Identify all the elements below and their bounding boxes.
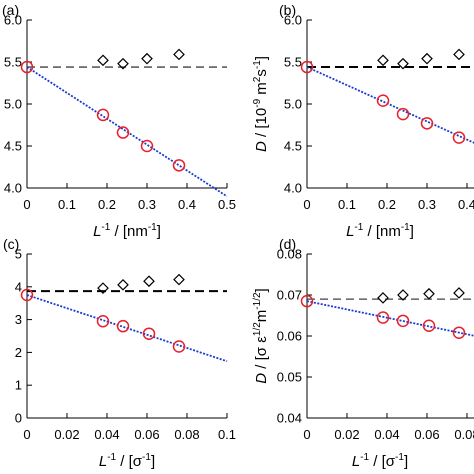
- y-tick-label: 0.04: [277, 411, 302, 426]
- diamond-point: [117, 57, 129, 70]
- circle-point: [422, 319, 436, 332]
- x-tick-label: 0.1: [338, 197, 356, 212]
- panel-label: (a): [2, 2, 19, 18]
- panel-a: 4.0 4.5 5.0 5.5 6.0 0 0.1 0.2 0.3 0.4 0.5 (a) L-1 / …: [2, 2, 236, 240]
- y-tick-label: 5.5: [284, 55, 302, 70]
- x-axis-label: L-1 / [nm-1]: [346, 222, 414, 240]
- x-tick-label: 0: [23, 197, 30, 212]
- x-tick-label: 0.3: [138, 197, 156, 212]
- circle-point: [396, 107, 410, 121]
- diamond-point: [377, 292, 389, 304]
- fit-line: [26, 66, 228, 198]
- diamond-point: [421, 52, 433, 65]
- circle-point: [300, 60, 314, 74]
- diamond-point: [141, 52, 153, 65]
- circle-point: [20, 288, 34, 302]
- diamond-point: [453, 48, 465, 61]
- x-tick-label: 0.2: [98, 197, 116, 212]
- fit-line: [306, 66, 474, 144]
- y-tick-label: 0: [15, 411, 22, 426]
- y-tick-label: 5.0: [4, 97, 22, 112]
- diamond-point: [397, 289, 409, 301]
- fit-line: [26, 294, 228, 363]
- x-tick-label: 0.4: [458, 197, 474, 212]
- x-tick-label: 0.06: [414, 427, 439, 442]
- y-tick-label: 5.5: [4, 55, 22, 70]
- circle-point: [116, 319, 130, 333]
- y-tick-label: 0.05: [277, 370, 302, 385]
- diamond-point: [453, 287, 465, 299]
- y-tick-label: 4.0: [284, 181, 302, 196]
- y-tick-label: 4: [15, 279, 22, 294]
- panel-label: (b): [279, 2, 296, 18]
- circle-point: [376, 94, 390, 107]
- circle-point: [142, 327, 156, 340]
- panel-label: (d): [279, 236, 296, 252]
- diamond-point: [97, 282, 109, 294]
- y-tick-label: 0.06: [277, 329, 302, 344]
- x-tick-label: 0.5: [218, 197, 236, 212]
- x-tick-label: 0.08: [174, 427, 199, 442]
- y-tick-label: 5: [15, 247, 22, 262]
- x-tick-label: 0.04: [374, 427, 399, 442]
- x-tick-label: 0: [303, 197, 310, 212]
- x-axis-label: L-1 / [σ-1]: [99, 452, 155, 470]
- circle-point: [420, 117, 434, 130]
- diamond-point: [173, 48, 185, 61]
- x-tick-label: 0: [23, 427, 30, 442]
- diamond-point: [117, 278, 129, 291]
- circle-point: [300, 294, 314, 308]
- x-tick-label: 0.02: [334, 427, 359, 442]
- x-tick-label: 0.4: [178, 197, 196, 212]
- circle-point: [20, 60, 34, 74]
- y-tick-label: 1: [15, 378, 22, 393]
- diamond-point: [423, 287, 435, 300]
- x-tick-label: 0.1: [58, 197, 76, 212]
- circle-point: [396, 314, 410, 328]
- x-tick-label: 0.3: [418, 197, 436, 212]
- circle-point: [140, 139, 154, 153]
- y-tick-label: 4.5: [4, 139, 22, 154]
- circle-point: [452, 326, 466, 339]
- y-axis-label: D / [10-9 m2s-1]: [252, 56, 270, 152]
- x-tick-label: 0.04: [94, 427, 119, 442]
- circle-point: [172, 340, 186, 353]
- x-tick-label: 0.2: [378, 197, 396, 212]
- y-tick-label: 4.0: [4, 181, 22, 196]
- circle-point: [96, 314, 110, 328]
- diamond-point: [397, 57, 409, 70]
- x-tick-label: 0.08: [454, 427, 474, 442]
- y-tick-label: 3: [15, 312, 22, 327]
- y-tick-label: 6.0: [4, 13, 22, 28]
- diamond-point: [143, 275, 155, 288]
- x-tick-label: 0: [303, 427, 310, 442]
- circle-point: [116, 126, 130, 139]
- y-tick-label: 4.5: [284, 139, 302, 154]
- x-axis-label: L-1 / [σ-1]: [352, 452, 408, 470]
- panel-b: 4.0 4.5 5.0 5.5 6.0 0 0.1 0.2 0.3 0.4 (b) L-1 / [nm…: [252, 2, 474, 240]
- diamond-point: [97, 54, 109, 67]
- panel-label: (c): [3, 236, 19, 252]
- panel-c: 0 1 2 3 4 5 0 0.02 0.04 0.06 0.08 0.1 (c) L-1 / [σ-1]: [3, 236, 236, 470]
- circle-point: [172, 159, 186, 172]
- y-axis-label: D / [σ ε1/2m-1/2]: [252, 288, 270, 383]
- circle-point: [452, 131, 466, 144]
- circle-point: [96, 108, 110, 122]
- circle-point: [376, 311, 390, 324]
- x-tick-label: 0.1: [218, 427, 236, 442]
- x-tick-label: 0.06: [134, 427, 159, 442]
- fit-line: [306, 300, 474, 337]
- diamond-point: [377, 54, 389, 67]
- panel-d: 0.040.050.060.070.0800.020.040.060.08(d)…: [252, 236, 474, 470]
- y-tick-label: 5.0: [284, 97, 302, 112]
- y-tick-label: 0.08: [277, 247, 302, 262]
- x-axis-label: L-1 / [nm-1]: [93, 222, 161, 240]
- x-tick-label: 0.02: [54, 427, 79, 442]
- y-tick-label: 2: [15, 345, 22, 360]
- diamond-point: [173, 273, 185, 286]
- y-tick-label: 0.07: [277, 288, 302, 303]
- y-tick-label: 6.0: [284, 13, 302, 28]
